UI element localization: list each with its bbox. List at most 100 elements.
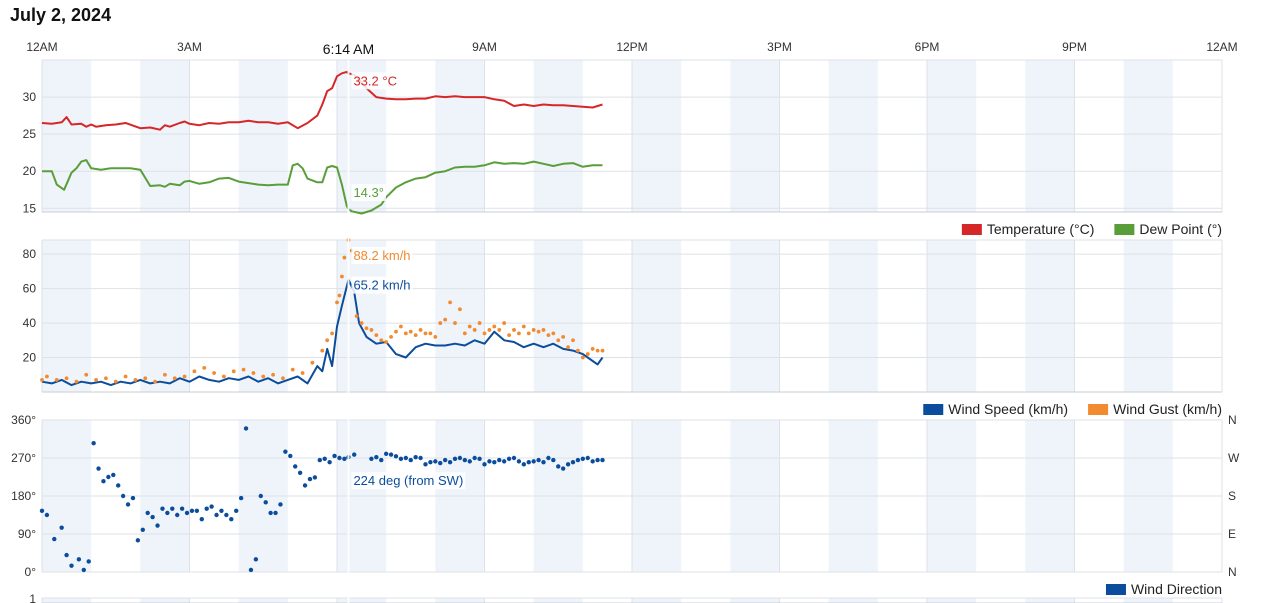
wind-direction-point xyxy=(501,459,507,464)
temperature-panel[interactable]: 15 20 25 30 33.2 °C 14.3° xyxy=(23,70,1222,215)
x-tick-label: 6PM xyxy=(915,40,940,54)
x-tick-label: 12PM xyxy=(616,40,647,54)
wind-direction-point xyxy=(521,462,527,467)
value-annotation: 33.2 °C xyxy=(353,73,397,88)
wind-gust-km-h-point xyxy=(94,378,98,382)
hour-band xyxy=(828,60,878,212)
hour-band xyxy=(42,240,92,392)
x-tick-label: 3PM xyxy=(767,40,792,54)
right-tick-label: W xyxy=(1228,451,1240,465)
x-tick-label: 9PM xyxy=(1062,40,1087,54)
wind-direction-point xyxy=(111,472,116,478)
hour-band xyxy=(533,598,583,603)
wind-direction-point xyxy=(403,455,409,461)
hour-band xyxy=(337,240,387,392)
wind-gust-km-h-point xyxy=(354,314,359,319)
wind-direction-point xyxy=(337,455,342,461)
hour-band xyxy=(1123,240,1173,392)
temperature-c-line xyxy=(41,70,603,131)
wind-direction-point xyxy=(219,508,224,513)
wind-gust-km-h-point xyxy=(54,378,59,382)
hour-band xyxy=(730,60,780,212)
wind-gust-km-h-point xyxy=(448,300,452,305)
y-tick-label: 20 xyxy=(23,351,37,365)
wind-direction-point xyxy=(477,456,482,462)
wind-direction-point xyxy=(234,508,239,513)
wind-gust-km-h-point xyxy=(595,348,600,353)
wind-gust-km-h-point xyxy=(123,374,128,379)
wind-direction-point xyxy=(263,500,268,505)
wind-direction-point xyxy=(155,523,160,528)
wind-gust-km-h-point xyxy=(251,371,256,375)
wind-gust-km-h-point xyxy=(261,374,266,379)
wind-direction-point xyxy=(526,460,531,465)
wind-gust-km-h-point xyxy=(384,340,389,344)
wind-gust-km-h-point xyxy=(241,367,246,372)
wind-direction-point xyxy=(472,455,477,461)
wind-gust-km-h-point xyxy=(517,331,521,336)
wind-direction-point xyxy=(580,456,586,462)
wind-direction-point xyxy=(135,538,141,543)
wind-direction-point xyxy=(116,483,121,488)
wind-direction-point xyxy=(398,456,404,462)
wind-direction-point xyxy=(238,495,244,501)
wind-direction-point xyxy=(288,453,293,459)
wind-direction-point xyxy=(511,455,517,461)
wind-gust-km-h-point xyxy=(536,329,541,334)
wind-direction-point xyxy=(516,459,522,464)
wind-direction-point xyxy=(204,506,209,511)
wind-gust-km-h-point xyxy=(394,329,398,334)
wind-direction-point xyxy=(189,508,195,513)
right-tick-label: S xyxy=(1228,489,1236,503)
legend-label: Wind Direction xyxy=(1131,581,1222,597)
wind-direction-point xyxy=(312,475,318,480)
x-tick-label: 9AM xyxy=(472,40,497,54)
wind-direction-point xyxy=(327,460,332,465)
value-annotation: 14.3° xyxy=(353,185,384,200)
hour-band xyxy=(42,598,92,603)
wind-direction-point xyxy=(229,517,234,522)
wind-direction-panel[interactable]: 0° N 90° E 180° S 270° W 360° N 224 deg (from SW) xyxy=(11,413,1240,579)
wind-gust-km-h-point xyxy=(566,345,570,350)
wind-gust-km-h-point xyxy=(443,317,448,322)
wind-gust-km-h-point xyxy=(84,372,89,377)
wind-gust-km-h-point xyxy=(502,321,507,325)
wind-gust-km-h-point xyxy=(556,338,561,343)
wind-gust-km-h-point xyxy=(453,321,457,325)
wind-gust-km-h-point xyxy=(163,372,167,377)
wind-direction-point xyxy=(273,510,278,516)
crosshair: 6:14 AM xyxy=(318,38,379,603)
wind-direction-point xyxy=(317,457,322,463)
wind-gust-km-h-point xyxy=(472,328,477,332)
wind-direction-point xyxy=(76,557,82,562)
wind-gust-km-h-point xyxy=(64,376,69,381)
wind-gust-km-h-point xyxy=(40,378,44,382)
wind-direction-point xyxy=(322,456,327,462)
wind-direction-point xyxy=(585,455,590,461)
wind-gust-km-h-point xyxy=(428,331,433,336)
wind-direction-point xyxy=(297,470,303,475)
wind-gust-km-h-point xyxy=(281,376,285,381)
legend-swatch xyxy=(1114,224,1135,235)
wind-direction-point xyxy=(570,460,576,465)
x-tick-label: 12AM xyxy=(26,40,57,54)
wind-direction-point xyxy=(462,457,468,463)
wind-direction-point xyxy=(423,462,428,467)
wind-direction-point xyxy=(369,456,374,462)
y-tick-label: 40 xyxy=(23,316,37,330)
legend-label: Temperature (°C) xyxy=(987,221,1095,237)
wind-gust-km-h-point xyxy=(143,376,148,381)
wind-direction-point xyxy=(39,508,45,513)
wind-gust-km-h-point xyxy=(369,328,374,332)
wind-gust-km-h-point xyxy=(374,333,379,338)
bottom-panel: 1 xyxy=(29,592,36,603)
wind-gust-km-h-point xyxy=(467,324,472,329)
wind-gust-km-h-point xyxy=(458,307,462,312)
wind-gust-km-h-point xyxy=(507,333,511,338)
right-tick-label: N xyxy=(1228,413,1237,427)
wind-direction-point xyxy=(531,459,536,464)
hour-band xyxy=(238,60,288,212)
wind-direction-point xyxy=(69,563,74,568)
wind-gust-km-h-point xyxy=(433,334,438,339)
